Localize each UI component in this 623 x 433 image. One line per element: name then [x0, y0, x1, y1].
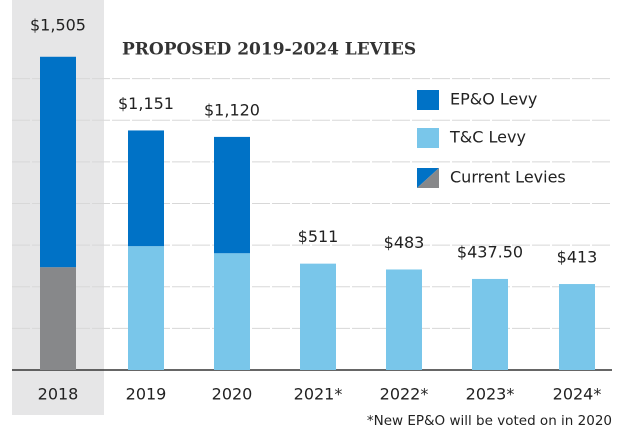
bar-segment [214, 136, 250, 254]
total-label: $511 [298, 227, 339, 246]
bar-segment [128, 246, 164, 370]
legend-swatch [417, 90, 439, 110]
total-label: $437.50 [457, 242, 523, 261]
legend-swatch [417, 168, 439, 188]
legend-label: T&C Levy [449, 128, 526, 147]
x-tick-label: 2020 [212, 385, 253, 404]
footnote: *New EP&O will be voted on in 2020 [367, 413, 612, 429]
total-label: $1,505 [30, 15, 86, 34]
bar-segment [214, 253, 250, 370]
bar-segment [386, 269, 422, 370]
x-tick-label: 2018 [38, 385, 79, 404]
bar-segment [128, 130, 164, 247]
bar-segment [559, 284, 595, 370]
total-label: $483 [384, 233, 425, 252]
legend-swatch [417, 128, 439, 148]
bar-segment [472, 278, 508, 370]
x-tick-label: 2022* [380, 385, 429, 404]
legend-label: EP&O Levy [450, 90, 537, 109]
total-label: $1,120 [204, 100, 260, 119]
bar-segment [40, 267, 76, 370]
x-tick-label: 2019 [126, 385, 167, 404]
x-tick-label: 2021* [294, 385, 343, 404]
total-label: $413 [557, 248, 598, 267]
legend-label: Current Levies [450, 168, 566, 187]
chart-title: PROPOSED 2019-2024 LEVIES [122, 40, 416, 60]
bar-segment [40, 56, 76, 268]
x-tick-label: 2023* [466, 385, 515, 404]
total-label: $1,151 [118, 94, 174, 113]
x-tick-label: 2024* [553, 385, 602, 404]
bar-segment [300, 263, 336, 370]
